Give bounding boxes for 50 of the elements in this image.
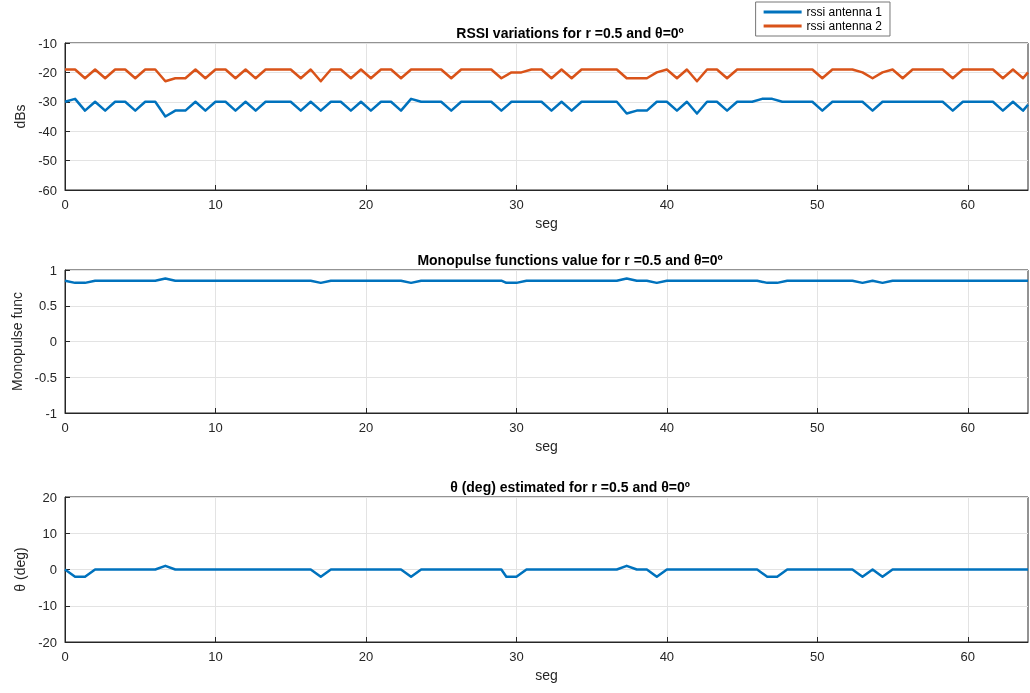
- x-axis-title: seg: [535, 438, 558, 454]
- x-tick-label: 10: [208, 197, 223, 212]
- y-tick-label: -0.5: [34, 369, 57, 385]
- y-tick-label: -20: [38, 634, 57, 650]
- y-tick-label: 10: [42, 525, 57, 541]
- y-axis-title: θ (deg): [12, 547, 28, 592]
- y-tick-label: -50: [38, 153, 57, 169]
- y-tick-label: -20: [38, 64, 57, 80]
- y-tick-label: -10: [38, 598, 57, 614]
- y-tick-label: -10: [38, 35, 57, 51]
- x-tick-label: 40: [659, 649, 675, 664]
- x-tick-label: 0: [61, 197, 69, 212]
- x-tick-label: 50: [810, 197, 825, 212]
- x-tick-label: 60: [960, 649, 976, 664]
- x-tick-label: 0: [61, 649, 69, 664]
- chart-title: θ (deg) estimated for r =0.5 and θ=0º: [450, 479, 690, 495]
- x-tick-label: 20: [358, 197, 374, 212]
- legend-label: rssi antenna 2: [806, 19, 883, 33]
- y-tick-label: 0.5: [38, 298, 57, 314]
- x-tick-label: 40: [659, 420, 675, 435]
- x-tick-label: 60: [960, 197, 976, 212]
- x-tick-label: 60: [960, 420, 976, 435]
- x-tick-label: 20: [358, 420, 374, 435]
- x-tick-label: 30: [509, 420, 524, 435]
- y-tick-label: 0: [49, 334, 57, 349]
- y-tick-label: -30: [38, 94, 57, 110]
- x-tick-label: 10: [208, 420, 223, 435]
- y-tick-label: -60: [38, 182, 57, 198]
- x-tick-label: 50: [810, 420, 825, 435]
- line-series: [63, 97, 1030, 118]
- y-tick-label: 20: [42, 489, 57, 505]
- y-tick-label: 1: [49, 262, 57, 278]
- x-axis-title: seg: [535, 667, 558, 683]
- line-series: [63, 68, 1030, 83]
- chart-title: Monopulse functions value for r =0.5 and θ=0º: [417, 252, 723, 268]
- y-axis-title: Monopulse func: [8, 292, 25, 391]
- y-tick-label: -40: [38, 123, 57, 139]
- x-tick-label: 30: [509, 197, 524, 212]
- y-axis-title: dBs: [12, 104, 28, 129]
- y-tick-label: 0: [49, 562, 57, 577]
- x-tick-label: 50: [810, 649, 825, 664]
- y-tick-label: -1: [45, 405, 57, 421]
- x-tick-label: 40: [659, 197, 675, 212]
- x-tick-label: 20: [358, 649, 374, 664]
- x-tick-label: 30: [509, 649, 524, 664]
- x-tick-label: 10: [208, 649, 223, 664]
- x-tick-label: 0: [61, 420, 69, 435]
- legend-label: rssi antenna 1: [806, 5, 883, 19]
- chart-title: RSSI variations for r =0.5 and θ=0º: [456, 25, 684, 41]
- x-axis-title: seg: [535, 215, 558, 231]
